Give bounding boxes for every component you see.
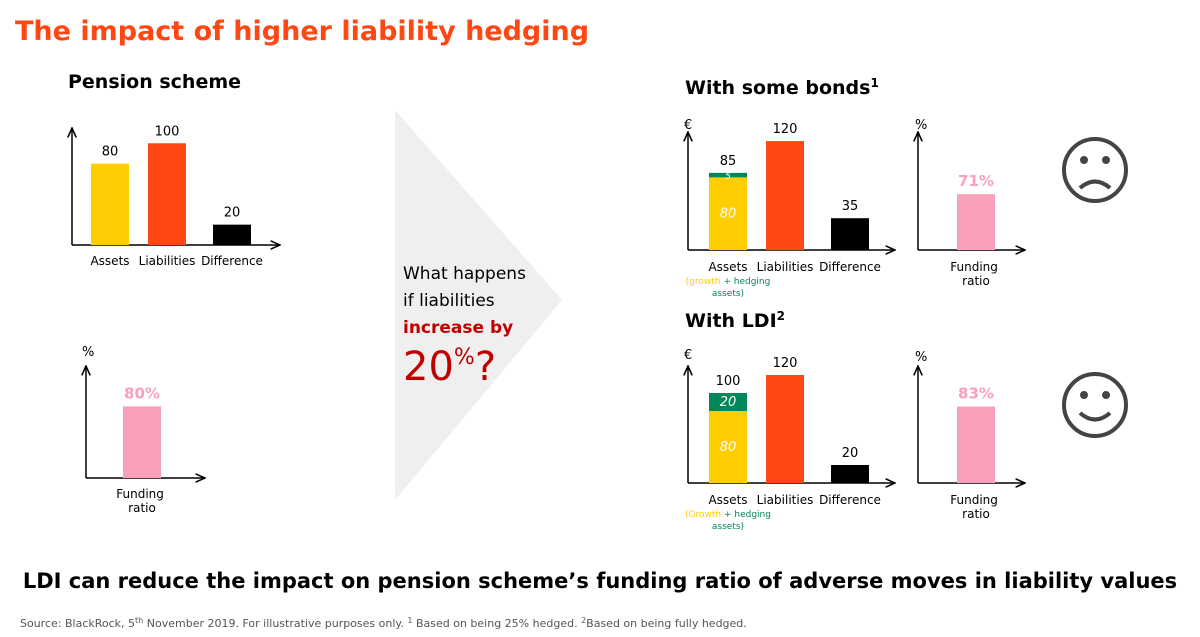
category-label: Difference <box>201 254 263 268</box>
label-line: ratio <box>962 274 990 288</box>
bar-segment <box>709 172 747 178</box>
bar <box>213 224 251 245</box>
superscript: 2 <box>581 616 586 625</box>
value-label: 100 <box>155 124 180 139</box>
category-label: Liabilities <box>757 260 814 274</box>
axis-unit: % <box>915 350 927 365</box>
category-label: Difference <box>819 260 881 274</box>
segment-label: 5 <box>725 172 731 182</box>
title-text: Pension scheme <box>68 71 241 93</box>
bar <box>957 194 995 250</box>
source-part: November 2019. For illustrative purposes… <box>143 617 407 630</box>
label-line: ratio <box>128 501 156 515</box>
question-line: if liabilities <box>403 291 495 311</box>
happy-face <box>1062 372 1128 438</box>
note-part: Growth <box>689 510 722 520</box>
category-label: Assets <box>708 493 747 507</box>
chart-title: With LDI2 <box>685 309 785 332</box>
bar <box>831 218 869 250</box>
segment-label: 80 <box>720 207 737 222</box>
segment-label: 20 <box>720 395 737 410</box>
bar-segment <box>709 177 747 250</box>
value-label: 20 <box>842 446 859 461</box>
category-label: Liabilities <box>139 254 196 268</box>
bar <box>766 141 804 250</box>
bar-segment <box>709 411 747 483</box>
source-part: Based on being 25% hedged. <box>412 617 581 630</box>
label-line: Funding <box>116 487 167 501</box>
note-part: + <box>721 510 734 520</box>
category-note: assets) <box>712 522 744 532</box>
category-note: (Growth + hedging <box>685 510 771 520</box>
note-part: hedging <box>734 277 771 287</box>
value-label: 35 <box>842 199 859 214</box>
category-label: Funding ratio <box>950 260 1001 288</box>
question-number: 20%? <box>403 344 496 390</box>
segment-label: 80 <box>720 440 737 455</box>
label-line: Funding <box>950 260 1001 274</box>
note-part: + <box>720 277 733 287</box>
value-label: 20 <box>224 206 241 221</box>
axis-unit: % <box>82 345 94 360</box>
category-label: Difference <box>819 493 881 507</box>
bar <box>831 465 869 483</box>
axis-unit: € <box>684 118 692 133</box>
bar <box>957 406 995 483</box>
value-label: 80 <box>102 145 119 160</box>
category-label: Liabilities <box>757 493 814 507</box>
footnote-mark: 1 <box>870 76 878 90</box>
chart-title: Pension scheme <box>68 71 241 93</box>
category-note: assets) <box>712 289 744 299</box>
superscript: 1 <box>407 616 412 625</box>
note-part: growth <box>689 277 720 287</box>
category-label: Assets <box>90 254 129 268</box>
mark: ? <box>475 344 496 390</box>
category-label: Assets <box>708 260 747 274</box>
chart-title: With some bonds1 <box>685 76 879 99</box>
source-part: Based on being fully hedged. <box>586 617 747 630</box>
value-label: 120 <box>773 122 798 137</box>
unit: % <box>454 345 475 370</box>
arrow <box>395 110 562 500</box>
title-text: With some bonds <box>685 77 870 99</box>
value-label: 83% <box>958 385 994 403</box>
value-label: 80% <box>124 384 160 402</box>
value-label: 71% <box>958 172 994 190</box>
category-label: Funding ratio <box>116 487 167 515</box>
footnote-mark: 2 <box>777 309 785 323</box>
sad-face <box>1062 137 1128 203</box>
label-line: ratio <box>962 507 990 521</box>
source-part: Source: BlackRock, 5 <box>20 617 135 630</box>
bar <box>123 406 161 478</box>
note-part: hedging <box>734 510 771 520</box>
note-part: ( <box>685 510 689 520</box>
bar-segment <box>709 393 747 411</box>
question-line: What happens <box>403 264 526 284</box>
bar <box>91 163 129 245</box>
slide-title: The impact of higher liability hedging <box>15 16 589 47</box>
axis-unit: € <box>684 348 692 363</box>
question-line: increase by <box>403 318 513 338</box>
axis-unit: % <box>915 118 927 133</box>
superscript: th <box>135 616 143 625</box>
takeaway: LDI can reduce the impact on pension sch… <box>23 569 1177 593</box>
category-label: Funding ratio <box>950 493 1001 521</box>
title-text: With LDI <box>685 310 777 332</box>
bar <box>766 375 804 483</box>
value-label: 100 <box>716 374 741 389</box>
number: 20 <box>403 344 454 390</box>
note-part: ( <box>686 277 690 287</box>
label-line: Funding <box>950 493 1001 507</box>
value-label: 120 <box>773 356 798 371</box>
category-note: (growth + hedging <box>686 277 771 287</box>
bar <box>148 143 186 245</box>
value-label: 85 <box>720 154 737 169</box>
source: Source: BlackRock, 5th November 2019. Fo… <box>20 616 747 631</box>
